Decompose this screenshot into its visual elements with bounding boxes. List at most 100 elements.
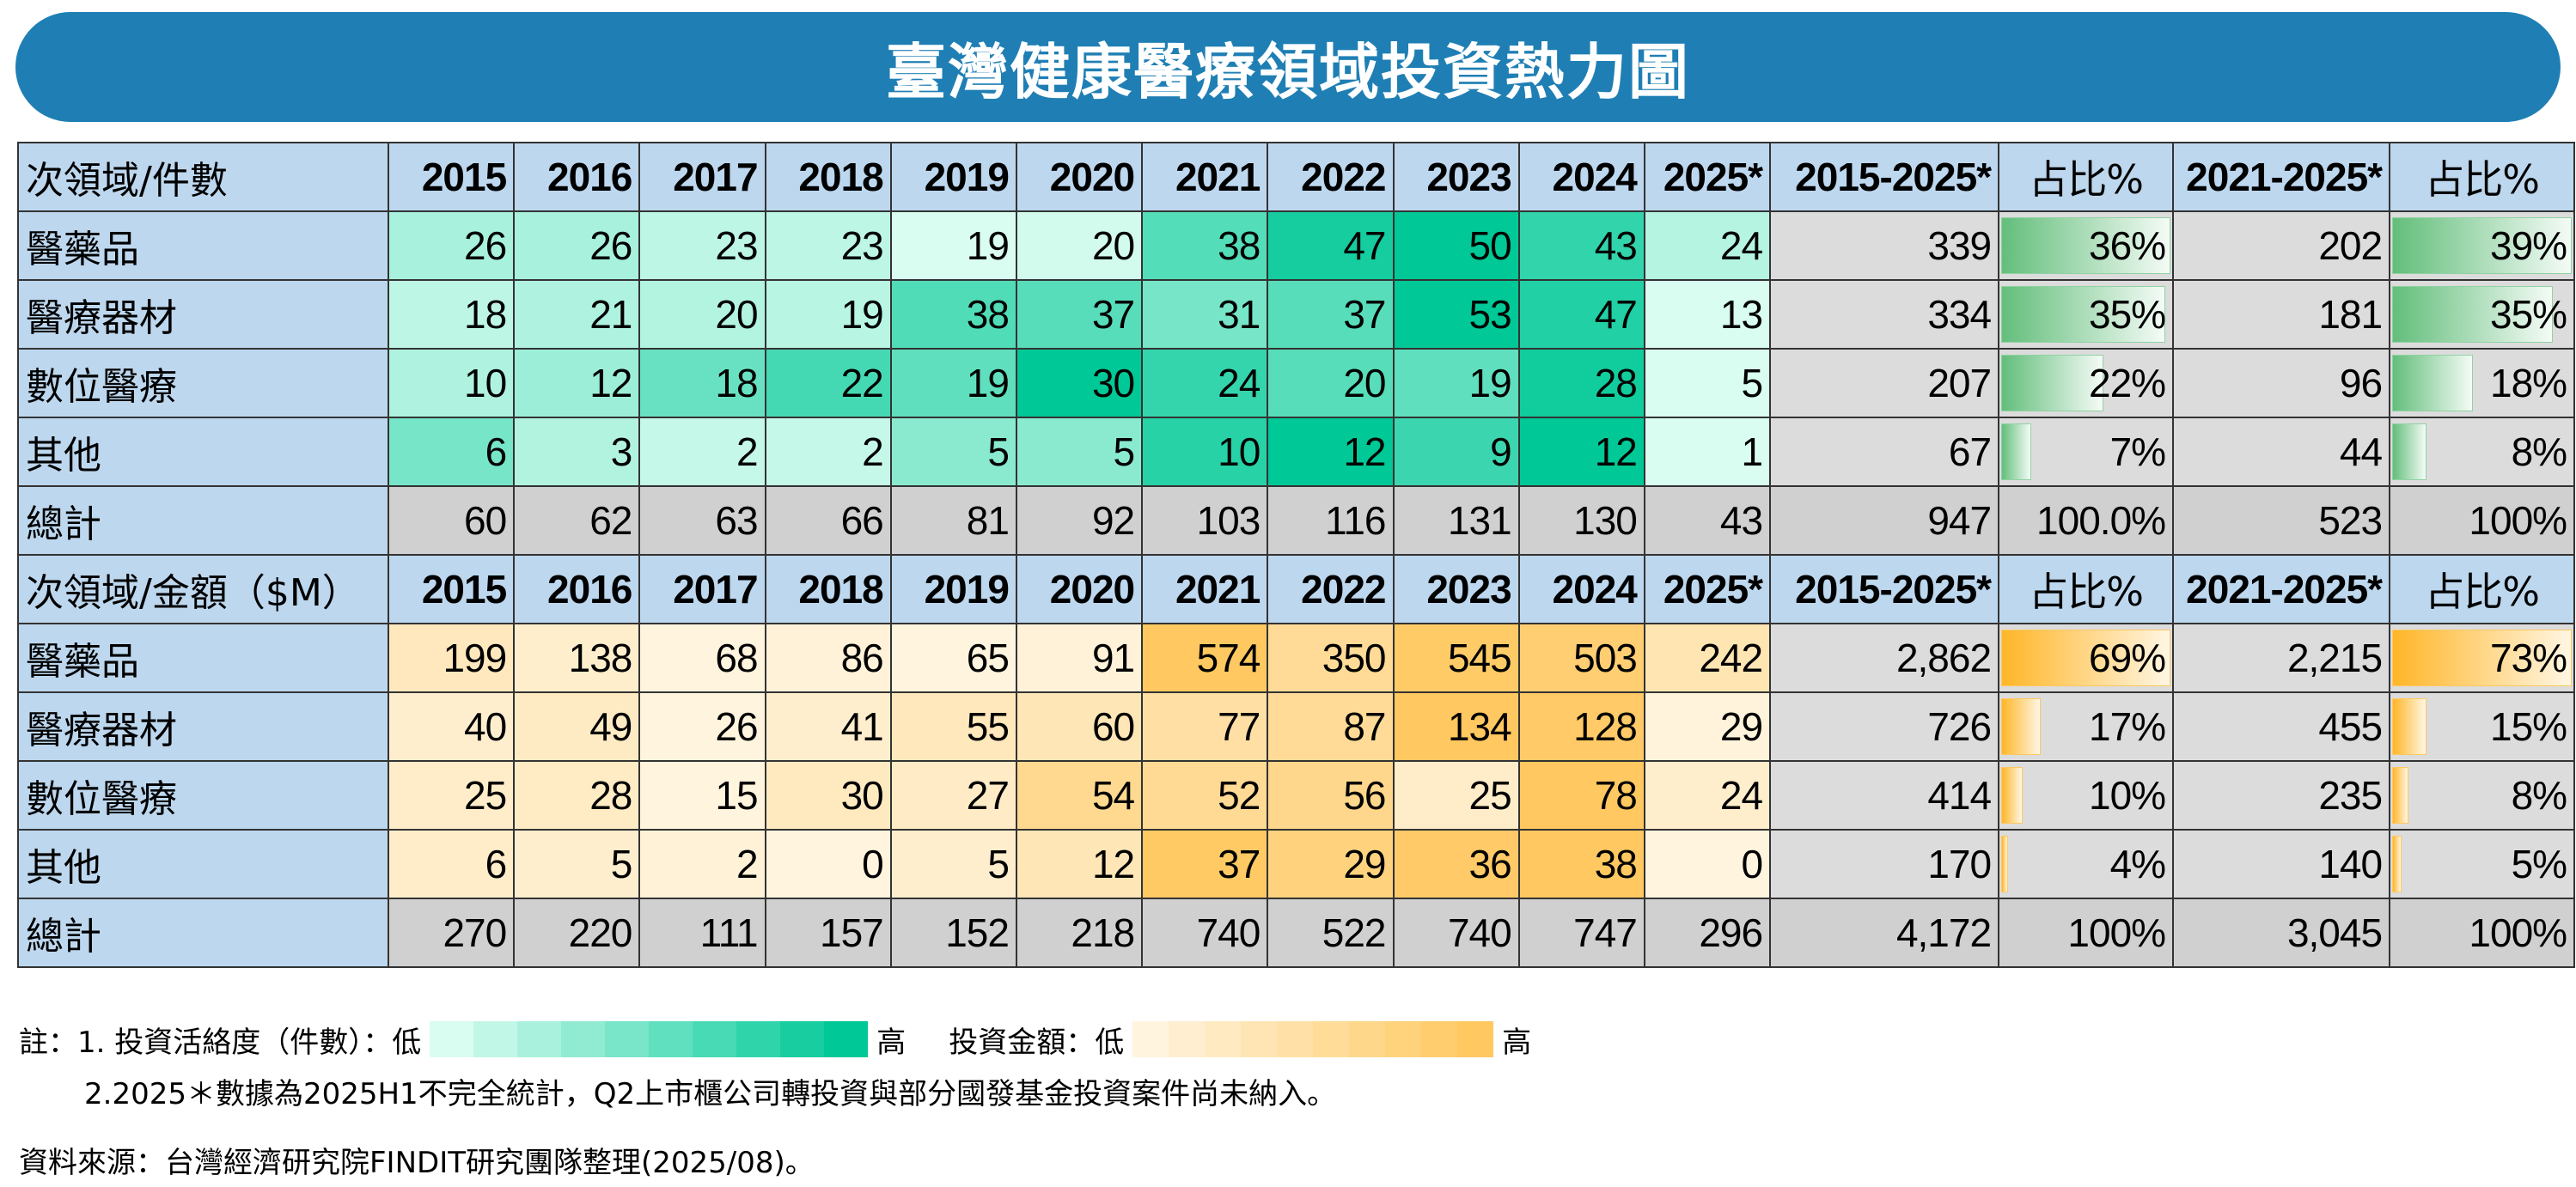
share-cell: 10% [1998, 760, 2175, 831]
grand-total-cell: 4,172 [1769, 898, 2000, 968]
heat-cell: 56 [1267, 760, 1395, 831]
total-cell: 92 [1015, 485, 1144, 556]
legend-swatch [824, 1021, 869, 1057]
total-cell: 740 [1141, 898, 1269, 968]
legend-swatch [561, 1021, 606, 1057]
heat-cell: 0 [1643, 829, 1772, 899]
data-bar [2001, 286, 2166, 343]
legend-swatch [649, 1021, 693, 1057]
heat-cell: 9 [1392, 417, 1520, 487]
share-value: 39% [2489, 223, 2567, 268]
legend-swatch [693, 1021, 737, 1057]
heat-cell: 24 [1643, 760, 1772, 831]
share-value: 4% [2109, 842, 2166, 886]
recent-total-cell: 140 [2172, 829, 2391, 899]
share-value: 7% [2109, 429, 2166, 474]
legend-swatch [736, 1021, 781, 1057]
heat-cell: 47 [1517, 279, 1645, 350]
table-row: 其他 6 3 2 2 5 5 10 12 9 12 1 67 7% 44 8% [17, 417, 2576, 487]
data-bar [2392, 698, 2426, 755]
grand-total-cell: 100% [2389, 485, 2576, 556]
heat-cell: 199 [387, 623, 516, 693]
heat-cell: 26 [387, 210, 516, 281]
source-note: 資料來源：台灣經濟研究院FINDIT研究團隊整理(2025/08)。 [19, 1145, 815, 1180]
heat-cell: 52 [1141, 760, 1269, 831]
total-cell: 43 [1643, 485, 1772, 556]
column-header: 2022 [1267, 142, 1395, 212]
heat-cell: 38 [889, 279, 1017, 350]
total-cell: 170 [1769, 829, 2000, 899]
row-label: 其他 [17, 829, 389, 899]
heat-cell: 21 [513, 279, 641, 350]
column-header: 2024 [1517, 554, 1645, 624]
column-header: 2022 [1267, 554, 1395, 624]
table-row: 其他 6 5 2 0 5 12 37 29 36 38 0 170 4% 140 5% [17, 829, 2576, 899]
data-bar [2392, 217, 2573, 274]
table-row: 醫療器材 40 49 26 41 55 60 77 87 134 128 29 726 17% 455 15% [17, 691, 2576, 762]
corner-label: 次領域/金額（$M） [17, 554, 389, 624]
note1-text: 註：1. 投資活絡度（件數）：低 [19, 1025, 422, 1060]
heat-cell: 30 [1015, 348, 1144, 418]
grand-total-cell: 3,045 [2172, 898, 2391, 968]
row-label: 醫藥品 [17, 210, 389, 281]
heat-cell: 10 [387, 348, 516, 418]
heat-cell: 37 [1015, 279, 1144, 350]
summary-header: 占比% [1998, 554, 2175, 624]
table-row: 醫藥品 199 138 68 86 65 91 574 350 545 503 242 2,862 69%… [17, 623, 2576, 693]
total-cell: 60 [387, 485, 516, 556]
legend-high-label: 高 [876, 1025, 906, 1060]
total-cell: 63 [638, 485, 766, 556]
share-cell: 39% [2389, 210, 2576, 281]
heat-cell: 19 [764, 279, 892, 350]
summary-header: 2021-2025* [2172, 554, 2391, 624]
heat-cell: 12 [513, 348, 641, 418]
heat-cell: 5 [1015, 417, 1144, 487]
grand-total-cell: 523 [2172, 485, 2391, 556]
column-header: 2019 [889, 554, 1017, 624]
total-cell: 116 [1267, 485, 1395, 556]
total-cell: 111 [638, 898, 766, 968]
data-bar [2001, 698, 2041, 755]
summary-header: 占比% [1998, 142, 2175, 212]
heat-cell: 503 [1517, 623, 1645, 693]
note2: 2.2025＊數據為2025H1不完全統計，Q2上市櫃公司轉投資與部分國發基金投… [84, 1076, 1337, 1111]
total-cell: 152 [889, 898, 1017, 968]
heat-cell: 134 [1392, 691, 1520, 762]
page-title: 臺灣健康醫療領域投資熱力圖 [15, 12, 2561, 122]
column-header: 2020 [1015, 142, 1144, 212]
heat-cell: 5 [889, 829, 1017, 899]
legend-swatch [1205, 1021, 1242, 1057]
heat-cell: 20 [638, 279, 766, 350]
total-cell: 130 [1517, 485, 1645, 556]
heat-cell: 50 [1392, 210, 1520, 281]
heat-cell: 25 [1392, 760, 1520, 831]
heat-cell: 30 [764, 760, 892, 831]
heat-cell: 41 [764, 691, 892, 762]
heat-cell: 38 [1517, 829, 1645, 899]
column-header: 2021 [1141, 554, 1269, 624]
total-cell: 66 [764, 485, 892, 556]
heat-cell: 29 [1267, 829, 1395, 899]
grand-total-cell: 100% [2389, 898, 2576, 968]
row-label: 醫療器材 [17, 691, 389, 762]
recent-total-cell: 96 [2172, 348, 2391, 418]
row-label: 數位醫療 [17, 348, 389, 418]
heat-cell: 24 [1643, 210, 1772, 281]
legend-swatch [1313, 1021, 1350, 1057]
heat-cell: 6 [387, 829, 516, 899]
share-cell: 69% [1998, 623, 2175, 693]
row-label: 醫療器材 [17, 279, 389, 350]
legend-swatch [1132, 1021, 1169, 1057]
legend-high-label-2: 高 [1502, 1025, 1532, 1060]
legend-swatch [473, 1021, 518, 1057]
share-cell: 5% [2389, 829, 2576, 899]
heat-cell: 60 [1015, 691, 1144, 762]
data-bar [2001, 217, 2171, 274]
heat-cell: 13 [1643, 279, 1772, 350]
table-row: 醫藥品 26 26 23 23 19 20 38 47 50 43 24 339 36% 202 39% [17, 210, 2576, 281]
share-value: 69% [2088, 636, 2166, 680]
share-cell: 4% [1998, 829, 2175, 899]
recent-total-cell: 235 [2172, 760, 2391, 831]
data-bar [2001, 836, 2008, 892]
heat-cell: 25 [387, 760, 516, 831]
